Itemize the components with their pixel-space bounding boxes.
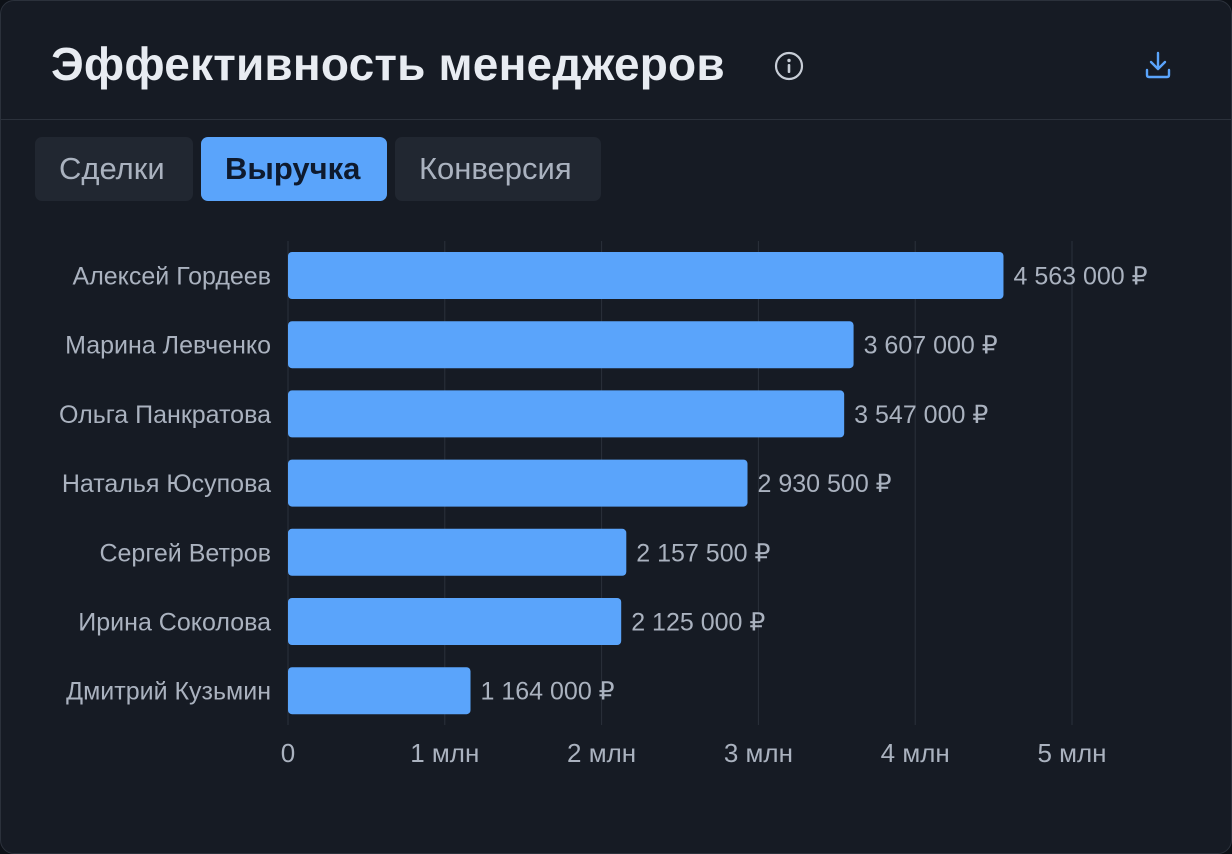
tab-conversion[interactable]: Конверсия [395, 137, 601, 201]
x-tick-label: 5 млн [1037, 738, 1106, 768]
x-tick-label: 0 [281, 738, 295, 768]
value-label: 3 607 000 ₽ [864, 332, 998, 360]
category-label: Ирина Соколова [78, 609, 271, 637]
value-label: 2 125 000 ₽ [631, 609, 765, 637]
bar [288, 598, 622, 645]
bar [288, 252, 1004, 299]
bar [288, 528, 627, 576]
bar [288, 390, 845, 438]
value-label: 4 563 000 ₽ [1013, 263, 1147, 291]
info-circle-icon[interactable] [774, 51, 804, 81]
x-tick-label: 1 млн [410, 738, 479, 768]
value-label: 3 547 000 ₽ [854, 401, 988, 429]
bar [288, 459, 748, 507]
value-label: 2 930 500 ₽ [758, 470, 892, 498]
category-label: Дмитрий Кузьмин [66, 678, 271, 706]
bar [288, 667, 471, 715]
x-tick-label: 3 млн [724, 738, 793, 768]
download-icon[interactable] [1142, 49, 1174, 81]
x-tick-label: 2 млн [567, 738, 636, 768]
category-label: Сергей Ветров [99, 539, 271, 567]
category-label: Ольга Панкратова [59, 401, 271, 429]
category-label: Марина Левченко [65, 332, 271, 360]
category-label: Алексей Гордеев [73, 263, 271, 291]
card-title: Эффективность менеджеров [51, 38, 725, 90]
value-label: 1 164 000 ₽ [481, 678, 615, 706]
tab-revenue[interactable]: Выручка [201, 137, 387, 201]
tab-deals[interactable]: Сделки [35, 137, 193, 201]
card-header: Эффективность менеджеров [1, 1, 1231, 120]
bar [288, 321, 854, 369]
metric-tabs: Сделки Выручка Конверсия [35, 137, 601, 201]
category-label: Наталья Юсупова [62, 470, 271, 498]
value-label: 2 157 500 ₽ [636, 539, 770, 567]
x-tick-label: 4 млн [881, 738, 950, 768]
